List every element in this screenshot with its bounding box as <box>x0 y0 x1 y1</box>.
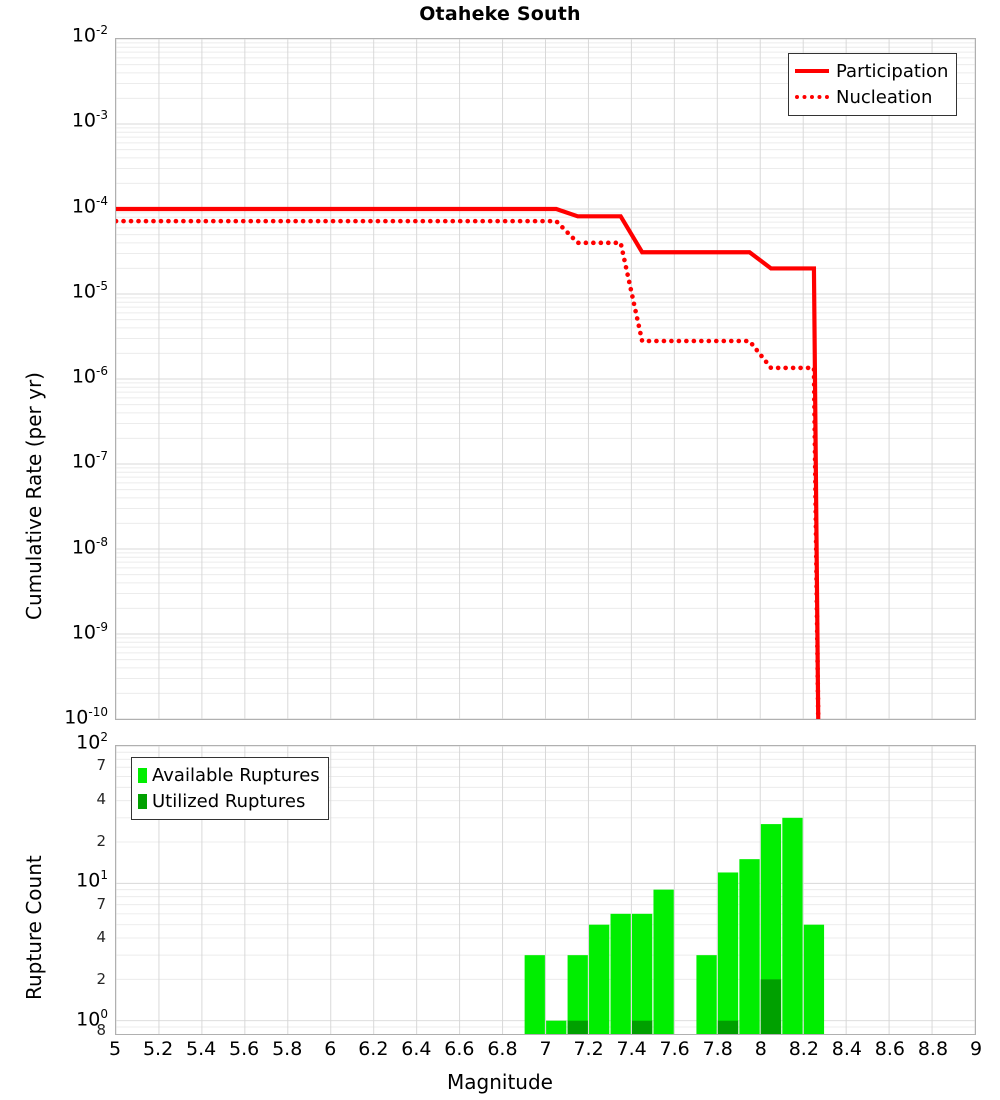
bottom-y-minor-tick-0p8: 8 <box>96 1021 106 1039</box>
bar-available-7.7 <box>696 955 717 1034</box>
x-tick-7.2: 7.2 <box>573 1038 604 1060</box>
x-tick-6.8: 6.8 <box>487 1038 518 1060</box>
x-tick-6.6: 6.6 <box>444 1038 475 1060</box>
bar-available-8.1 <box>782 817 803 1034</box>
legend-item-available-ruptures[interactable]: Available Ruptures <box>138 762 320 788</box>
participation-line-swatch-icon <box>795 69 829 73</box>
bottom-y-minor-tick-70: 7 <box>96 756 106 775</box>
x-tick-9: 9 <box>969 1038 983 1060</box>
bottom-y-minor-tick-4: 4 <box>96 928 106 947</box>
curve-participation <box>116 206 821 719</box>
top-panel-curves <box>116 206 821 719</box>
x-tick-8.2: 8.2 <box>788 1038 819 1060</box>
top-y-tick--3: 10-3 <box>71 108 108 132</box>
top-y-tick--2: 10-2 <box>71 23 108 47</box>
x-tick-8.6: 8.6 <box>874 1038 905 1060</box>
bottom-panel-legend: Available Ruptures Utilized Ruptures <box>131 757 329 820</box>
bar-available-6.9 <box>524 955 545 1034</box>
bar-utilized-7.8 <box>717 1020 739 1034</box>
legend-label-participation: Participation <box>836 60 949 82</box>
x-tick-6: 6 <box>324 1038 337 1060</box>
bottom-y-minor-tick-2: 2 <box>96 969 106 988</box>
top-y-tick--5: 10-5 <box>71 278 108 303</box>
top-y-tick--8: 10-8 <box>71 534 108 558</box>
x-tick-7.8: 7.8 <box>702 1038 733 1060</box>
top-y-tick--10: 10-10 <box>64 705 108 729</box>
bottom-y-minor-tick-20: 2 <box>96 831 106 850</box>
bottom-y-tick-1e2: 102 <box>76 730 108 754</box>
legend-label-available-ruptures: Available Ruptures <box>152 764 320 786</box>
top-y-tick--7: 10-7 <box>71 449 108 473</box>
bar-available-7 <box>546 1020 567 1034</box>
x-tick-6.4: 6.4 <box>401 1038 432 1060</box>
bar-available-7.5 <box>653 889 674 1034</box>
x-tick-5.2: 5.2 <box>142 1038 174 1060</box>
curve-nucleation <box>116 218 821 719</box>
bar-available-7.4 <box>631 913 653 1034</box>
top-panel-y-axis-label: Cumulative Rate (per yr) <box>22 372 46 620</box>
bar-available-7.8 <box>717 872 739 1034</box>
legend-label-nucleation: Nucleation <box>836 86 933 108</box>
bar-utilized-7.4 <box>631 1020 653 1034</box>
top-panel-legend: Participation Nucleation <box>788 53 958 116</box>
x-tick-5.8: 5.8 <box>272 1038 303 1060</box>
bar-available-7.2 <box>589 924 610 1034</box>
bottom-y-minor-tick-7: 7 <box>96 894 106 913</box>
x-tick-8.4: 8.4 <box>831 1038 862 1060</box>
legend-item-nucleation[interactable]: Nucleation <box>795 84 948 110</box>
top-panel-plot-area <box>115 38 976 720</box>
bar-utilized-8 <box>760 979 782 1034</box>
top-y-tick--4: 10-4 <box>71 193 108 217</box>
bottom-y-tick-1e0: 100 <box>76 1006 108 1030</box>
available-ruptures-swatch-icon <box>138 767 147 783</box>
legend-item-participation[interactable]: Participation <box>795 58 948 84</box>
legend-item-utilized-ruptures[interactable]: Utilized Ruptures <box>138 788 320 814</box>
nucleation-line-swatch-icon <box>795 95 829 99</box>
bar-available-7.9 <box>739 859 760 1034</box>
top-y-tick--6: 10-6 <box>71 364 108 388</box>
x-tick-7.4: 7.4 <box>616 1038 647 1060</box>
x-axis-label: Magnitude <box>447 1070 553 1094</box>
x-tick-5.4: 5.4 <box>185 1038 217 1060</box>
top-y-tick--9: 10-9 <box>71 619 108 644</box>
bottom-y-minor-tick-40: 4 <box>96 790 106 809</box>
bar-available-7.1 <box>567 955 588 1034</box>
page-title: Otaheke South <box>419 3 581 25</box>
utilized-ruptures-swatch-icon <box>138 793 147 809</box>
x-tick-8.8: 8.8 <box>917 1038 949 1060</box>
x-tick-7.6: 7.6 <box>659 1038 690 1060</box>
x-tick-8: 8 <box>754 1038 767 1060</box>
legend-label-utilized-ruptures: Utilized Ruptures <box>152 790 306 812</box>
bar-available-8.2 <box>803 924 825 1034</box>
top-panel-gridlines <box>116 39 975 719</box>
x-tick-5: 5 <box>108 1038 122 1060</box>
bottom-y-tick-1e1: 101 <box>76 868 108 892</box>
x-tick-5.6: 5.6 <box>229 1038 260 1060</box>
bar-available-8 <box>760 824 782 1034</box>
x-tick-7: 7 <box>539 1038 552 1060</box>
bar-utilized-7.1 <box>567 1020 588 1034</box>
bar-available-7.3 <box>610 913 631 1034</box>
x-tick-6.2: 6.2 <box>358 1038 389 1060</box>
